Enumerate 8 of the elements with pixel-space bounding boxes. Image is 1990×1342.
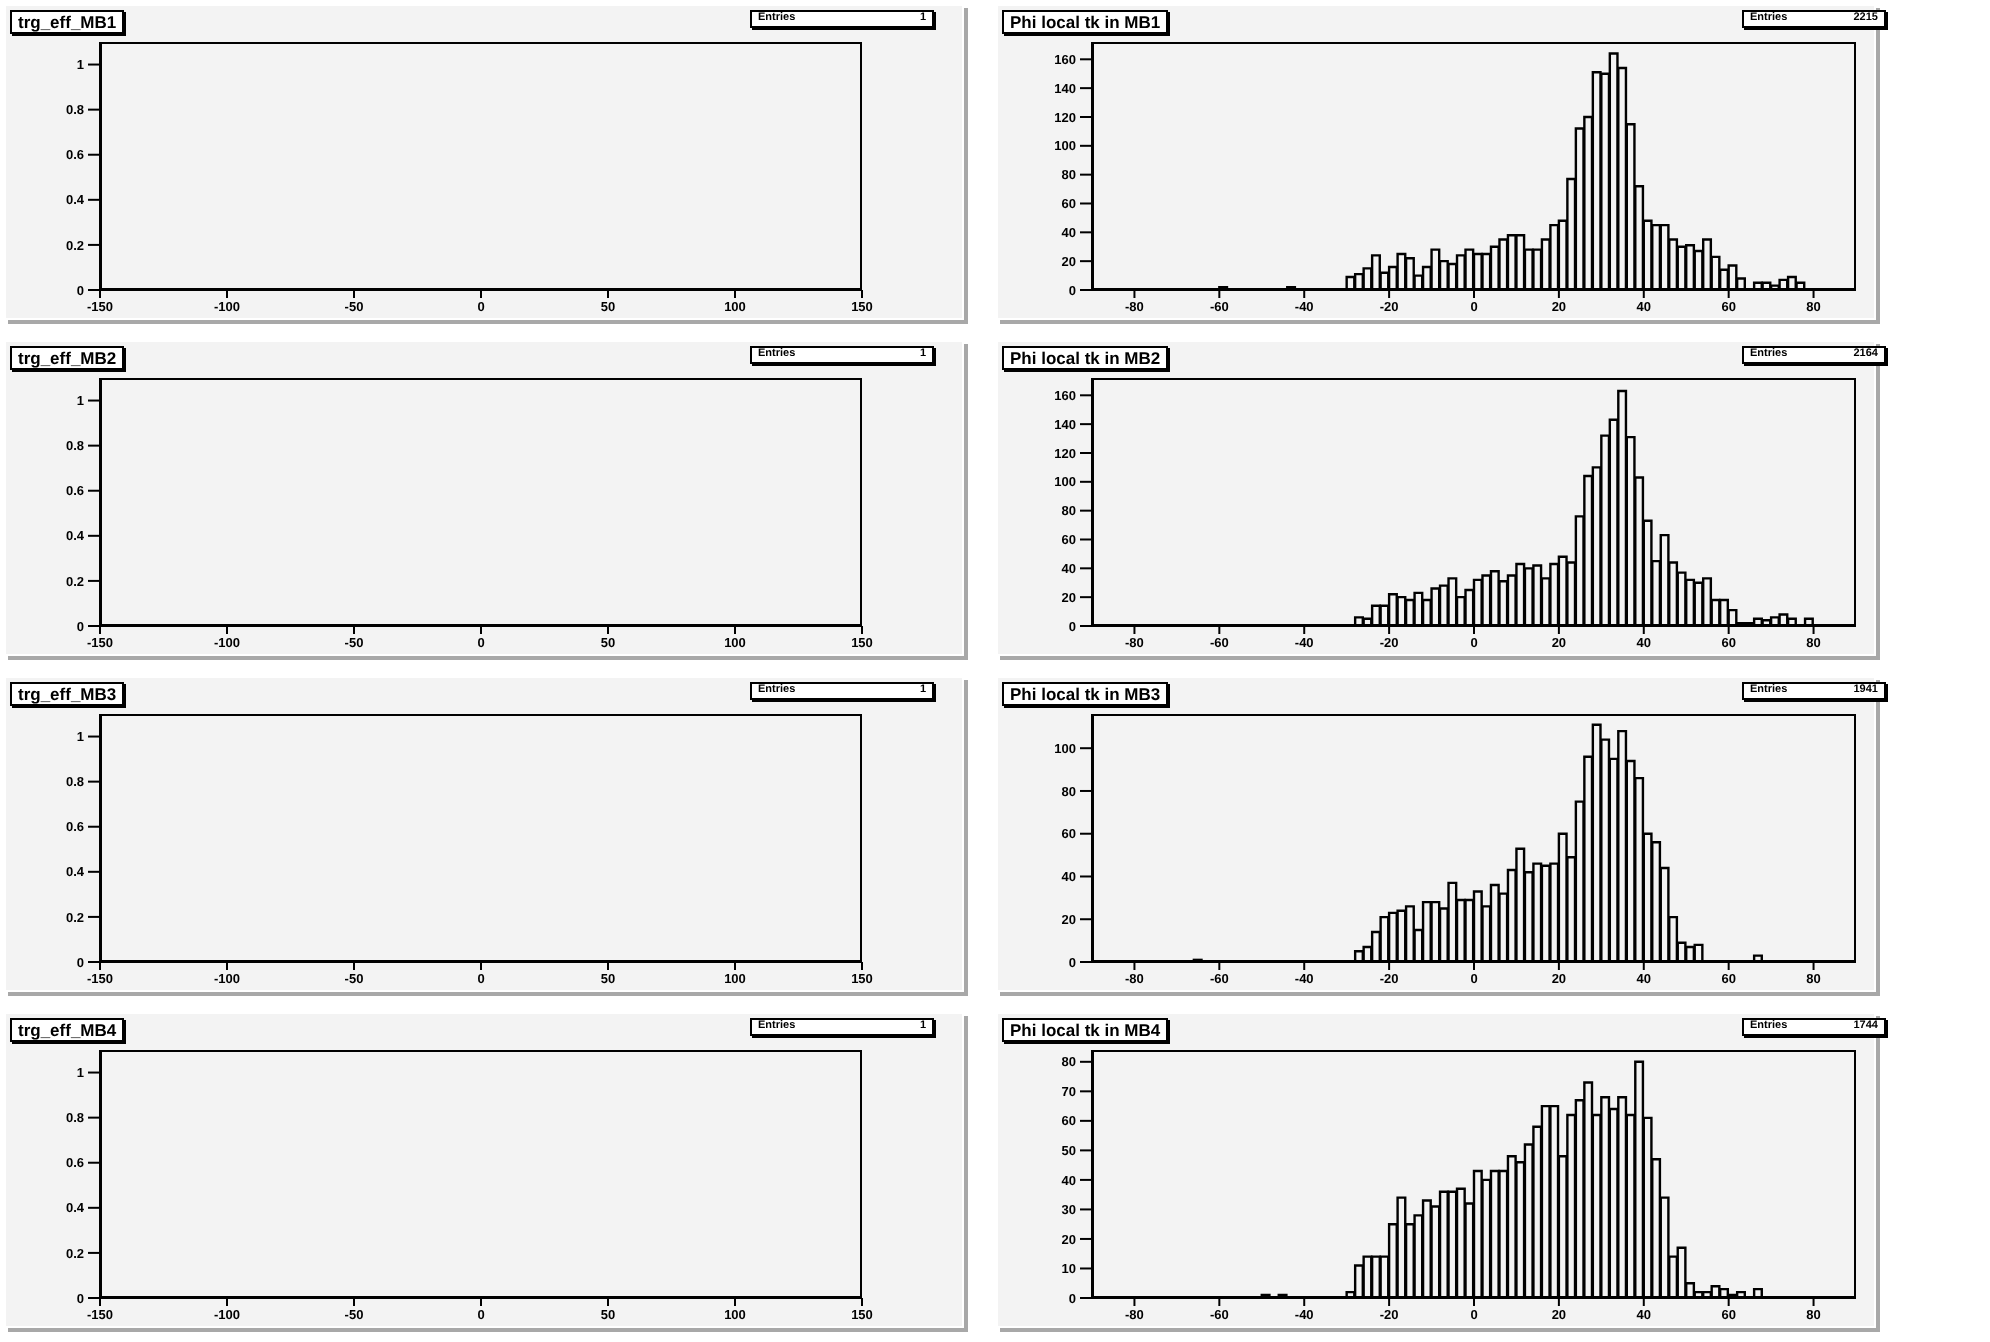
chart-title: trg_eff_MB1 xyxy=(10,10,125,34)
chart-title: trg_eff_MB2 xyxy=(10,346,125,370)
chart-title: trg_eff_MB4 xyxy=(10,1018,125,1042)
chart-title: Phi local tk in MB2 xyxy=(1002,346,1169,370)
chart-title: Phi local tk in MB3 xyxy=(1002,682,1169,706)
chart-title: Phi local tk in MB4 xyxy=(1002,1018,1169,1042)
chart-title: trg_eff_MB3 xyxy=(10,682,125,706)
chart-title: Phi local tk in MB1 xyxy=(1002,10,1169,34)
